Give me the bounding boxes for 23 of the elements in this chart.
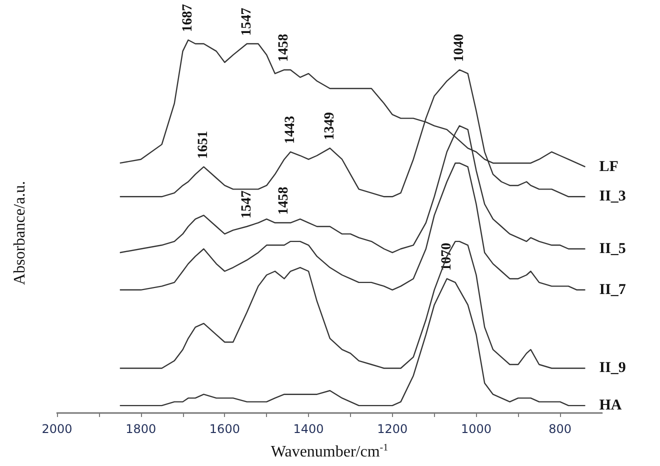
annotation: 1349 xyxy=(322,112,338,140)
annotation: 1651 xyxy=(196,130,212,159)
x-tick-label: 1400 xyxy=(293,422,324,436)
x-tick-label: 1600 xyxy=(209,422,240,436)
annotation: 1458 xyxy=(276,186,292,215)
annotation: 1443 xyxy=(283,116,298,144)
series-label: II_7 xyxy=(599,282,626,298)
annotation: 1547 xyxy=(239,8,254,36)
annotation: 1687 xyxy=(180,4,196,32)
x-tick-label: 800 xyxy=(548,422,572,436)
series-label: II_3 xyxy=(599,188,626,205)
series-label: HA xyxy=(599,398,622,414)
x-tick-label: 1800 xyxy=(126,422,156,436)
y-axis-title: Absorbance/a.u. xyxy=(12,181,28,285)
annotation: 1547 xyxy=(239,190,254,218)
series-label: LF xyxy=(599,158,618,175)
annotation: 1458 xyxy=(276,34,292,62)
series-label: II_9 xyxy=(599,360,626,376)
annotation: 1040 xyxy=(452,34,467,62)
x-tick-label: 1000 xyxy=(460,422,492,436)
x-tick-label: 1200 xyxy=(377,422,408,436)
x-tick-label: 2000 xyxy=(42,422,72,436)
series-label: II_5 xyxy=(599,240,626,257)
